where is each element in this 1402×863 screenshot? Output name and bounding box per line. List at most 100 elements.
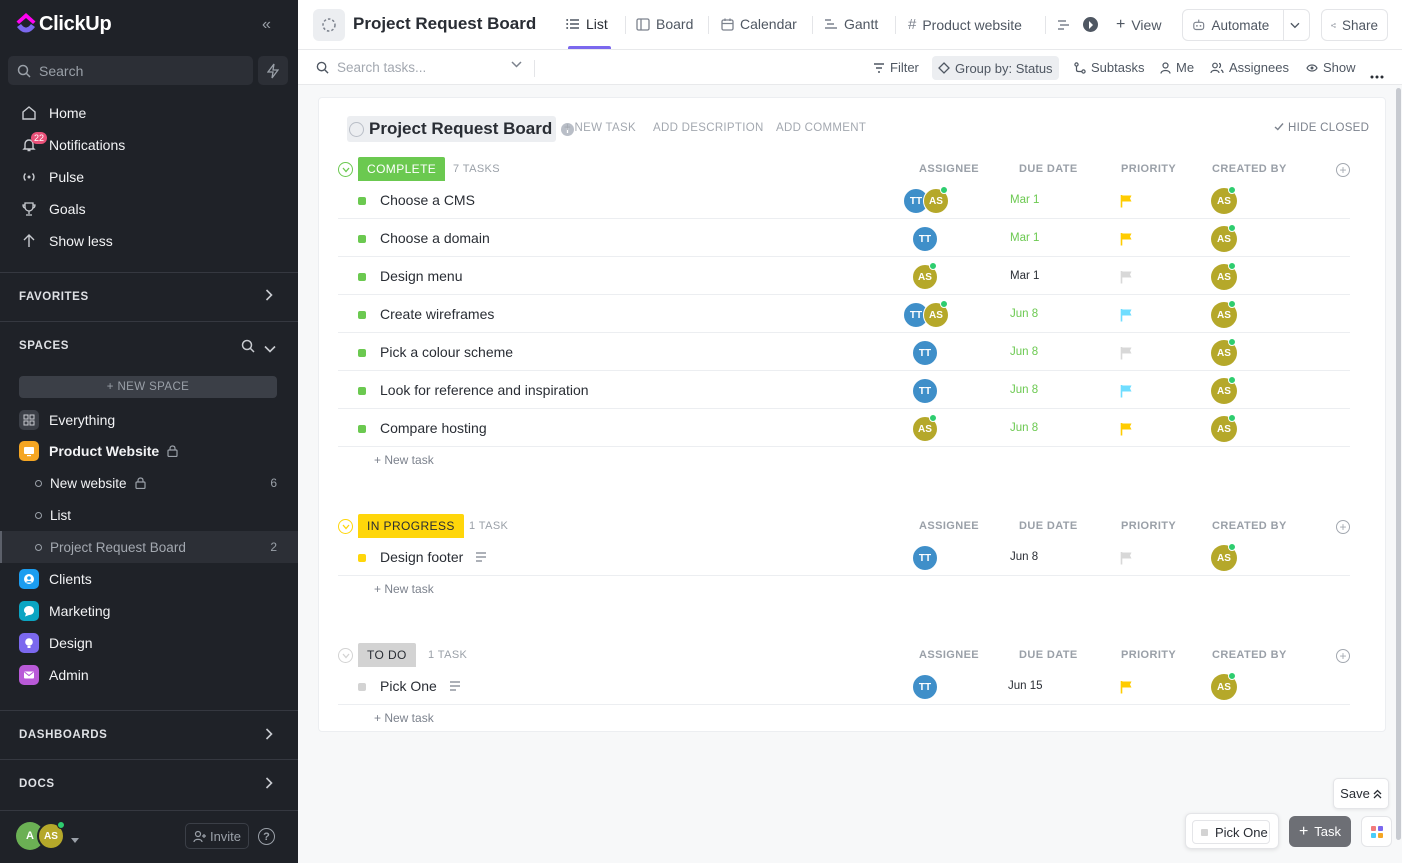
new-space-button[interactable]: + NEW SPACE (19, 376, 277, 398)
chevron-right-icon[interactable] (265, 777, 273, 792)
due-date[interactable]: Jun 8 (1010, 551, 1039, 563)
collapse-group-toggle-icon[interactable] (338, 162, 353, 177)
tab-list[interactable]: List (566, 16, 608, 32)
due-date[interactable]: Jun 8 (1010, 422, 1039, 434)
due-date[interactable]: Jun 8 (1010, 346, 1039, 358)
sidebar-search-input[interactable]: Search (8, 56, 253, 85)
priority-flag-icon[interactable] (1120, 680, 1133, 694)
chevron-right-icon[interactable] (265, 728, 273, 743)
column-header-due-date[interactable]: DUE DATE (1019, 163, 1078, 175)
task-name-cell[interactable]: Look for reference and inspiration (380, 382, 589, 398)
group-by-button[interactable]: Group by: Status (932, 56, 1059, 80)
due-date[interactable]: Jun 8 (1010, 308, 1039, 320)
space-everything[interactable]: Everything (0, 404, 298, 436)
new-task-button[interactable]: + Task (1289, 816, 1351, 847)
spaces-section-header[interactable]: SPACES (19, 340, 70, 352)
tab-calendar[interactable]: Calendar (721, 16, 797, 32)
chevron-down-icon[interactable] (264, 342, 276, 356)
due-date[interactable]: Mar 1 (1010, 232, 1040, 244)
sidebar-item-pulse[interactable]: Pulse (0, 161, 298, 193)
table-row[interactable]: Design footer TT Jun 8 AS (338, 539, 1350, 576)
add-column-icon[interactable]: + (1336, 163, 1350, 177)
sidebar-item-notifications[interactable]: 22 Notifications (0, 129, 298, 161)
column-header-priority[interactable]: PRIORITY (1121, 649, 1177, 661)
task-name[interactable]: Look for reference and inspiration (380, 382, 589, 398)
status-square-icon[interactable] (358, 349, 366, 357)
due-date[interactable]: Jun 15 (1008, 680, 1043, 692)
column-header-created-by[interactable]: CREATED BY (1212, 520, 1287, 532)
save-view-button[interactable]: Save (1333, 778, 1389, 809)
column-header-due-date[interactable]: DUE DATE (1019, 649, 1078, 661)
status-badge[interactable]: IN PROGRESS (358, 514, 464, 538)
new-task-row-link[interactable]: + New task (374, 711, 434, 725)
add-description-link[interactable]: ADD DESCRIPTION (653, 122, 764, 134)
column-header-assignee[interactable]: ASSIGNEE (919, 520, 980, 532)
task-name-cell[interactable]: Design footer (380, 549, 487, 565)
task-name-cell[interactable]: Pick a colour scheme (380, 344, 513, 360)
table-row[interactable]: Choose a domain TT Mar 1 AS (338, 220, 1350, 257)
info-icon[interactable]: i (561, 123, 574, 136)
priority-flag-icon[interactable] (1120, 422, 1133, 436)
invite-button[interactable]: Invite (185, 823, 249, 849)
automate-button[interactable]: Automate (1182, 9, 1310, 41)
new-task-row-link[interactable]: + New task (374, 453, 434, 467)
task-search-input[interactable]: Search tasks... (316, 60, 426, 75)
caret-down-icon[interactable] (71, 831, 79, 849)
column-header-due-date[interactable]: DUE DATE (1019, 520, 1078, 532)
column-header-priority[interactable]: PRIORITY (1121, 163, 1177, 175)
chevron-down-icon[interactable] (1290, 22, 1300, 29)
task-name-cell[interactable]: Compare hosting (380, 420, 487, 436)
status-square-icon[interactable] (358, 387, 366, 395)
list-item-list[interactable]: List (0, 499, 298, 531)
task-name[interactable]: Pick a colour scheme (380, 344, 514, 360)
priority-flag-icon[interactable] (1120, 551, 1133, 565)
hide-closed-toggle[interactable]: HIDE CLOSED (1274, 122, 1369, 134)
assignee-avatar[interactable]: AS (923, 188, 949, 214)
column-header-created-by[interactable]: CREATED BY (1212, 649, 1287, 661)
add-column-icon[interactable]: + (1336, 520, 1350, 534)
status-square-icon[interactable] (358, 425, 366, 433)
tab-gantt[interactable]: Gantt (824, 16, 878, 32)
clickup-logo[interactable]: ClickUp (14, 12, 112, 36)
assignee-avatar[interactable]: TT (912, 340, 938, 366)
task-name-cell[interactable]: Create wireframes (380, 306, 494, 322)
priority-flag-icon[interactable] (1120, 346, 1133, 360)
sidebar-item-show-less[interactable]: Show less (0, 225, 298, 257)
priority-flag-icon[interactable] (1120, 308, 1133, 322)
task-name[interactable]: Create wireframes (380, 306, 495, 322)
task-name-cell[interactable]: Choose a domain (380, 230, 490, 246)
assignee-avatar[interactable]: TT (912, 674, 938, 700)
column-header-assignee[interactable]: ASSIGNEE (919, 649, 980, 661)
task-name-cell[interactable]: Design menu (380, 268, 463, 284)
priority-flag-icon[interactable] (1120, 194, 1133, 208)
table-row[interactable]: Look for reference and inspiration TT Jun … (338, 372, 1350, 409)
task-name-cell[interactable]: Pick One (380, 678, 461, 694)
docs-section-header[interactable]: DOCS (19, 778, 55, 790)
more-options-icon[interactable] (1370, 66, 1384, 84)
priority-flag-icon[interactable] (1120, 232, 1133, 246)
task-name[interactable]: Design footer (380, 549, 464, 565)
status-square-icon[interactable] (358, 554, 366, 562)
collapse-sidebar-icon[interactable]: « (262, 16, 271, 33)
chevron-right-icon[interactable] (265, 289, 273, 304)
add-column-icon[interactable]: + (1336, 649, 1350, 663)
assignee-avatar[interactable]: TT (912, 378, 938, 404)
task-name[interactable]: Pick One (380, 678, 437, 694)
new-task-row-link[interactable]: + New task (374, 582, 434, 596)
table-row[interactable]: Create wireframes TT AS Jun 8 AS (338, 296, 1350, 333)
table-row[interactable]: Pick One TT Jun 15 AS (338, 668, 1350, 705)
task-name[interactable]: Choose a CMS (380, 192, 475, 208)
task-name[interactable]: Compare hosting (380, 420, 487, 436)
space-design[interactable]: Design (0, 627, 298, 659)
add-view-button[interactable]: + View (1116, 16, 1161, 34)
status-square-icon[interactable] (358, 683, 366, 691)
status-square-icon[interactable] (358, 235, 366, 243)
task-name[interactable]: Design menu (380, 268, 463, 284)
favorites-section-header[interactable]: FAVORITES (19, 291, 89, 303)
sidebar-item-home[interactable]: Home (0, 97, 298, 129)
new-task-link[interactable]: + NEW TASK (564, 122, 636, 134)
space-clients[interactable]: Clients (0, 563, 298, 595)
list-item-project-request-board[interactable]: Project Request Board 2 (0, 531, 298, 563)
assignee-avatar[interactable]: TT (912, 226, 938, 252)
table-row[interactable]: Choose a CMS TT AS Mar 1 AS (338, 182, 1350, 219)
